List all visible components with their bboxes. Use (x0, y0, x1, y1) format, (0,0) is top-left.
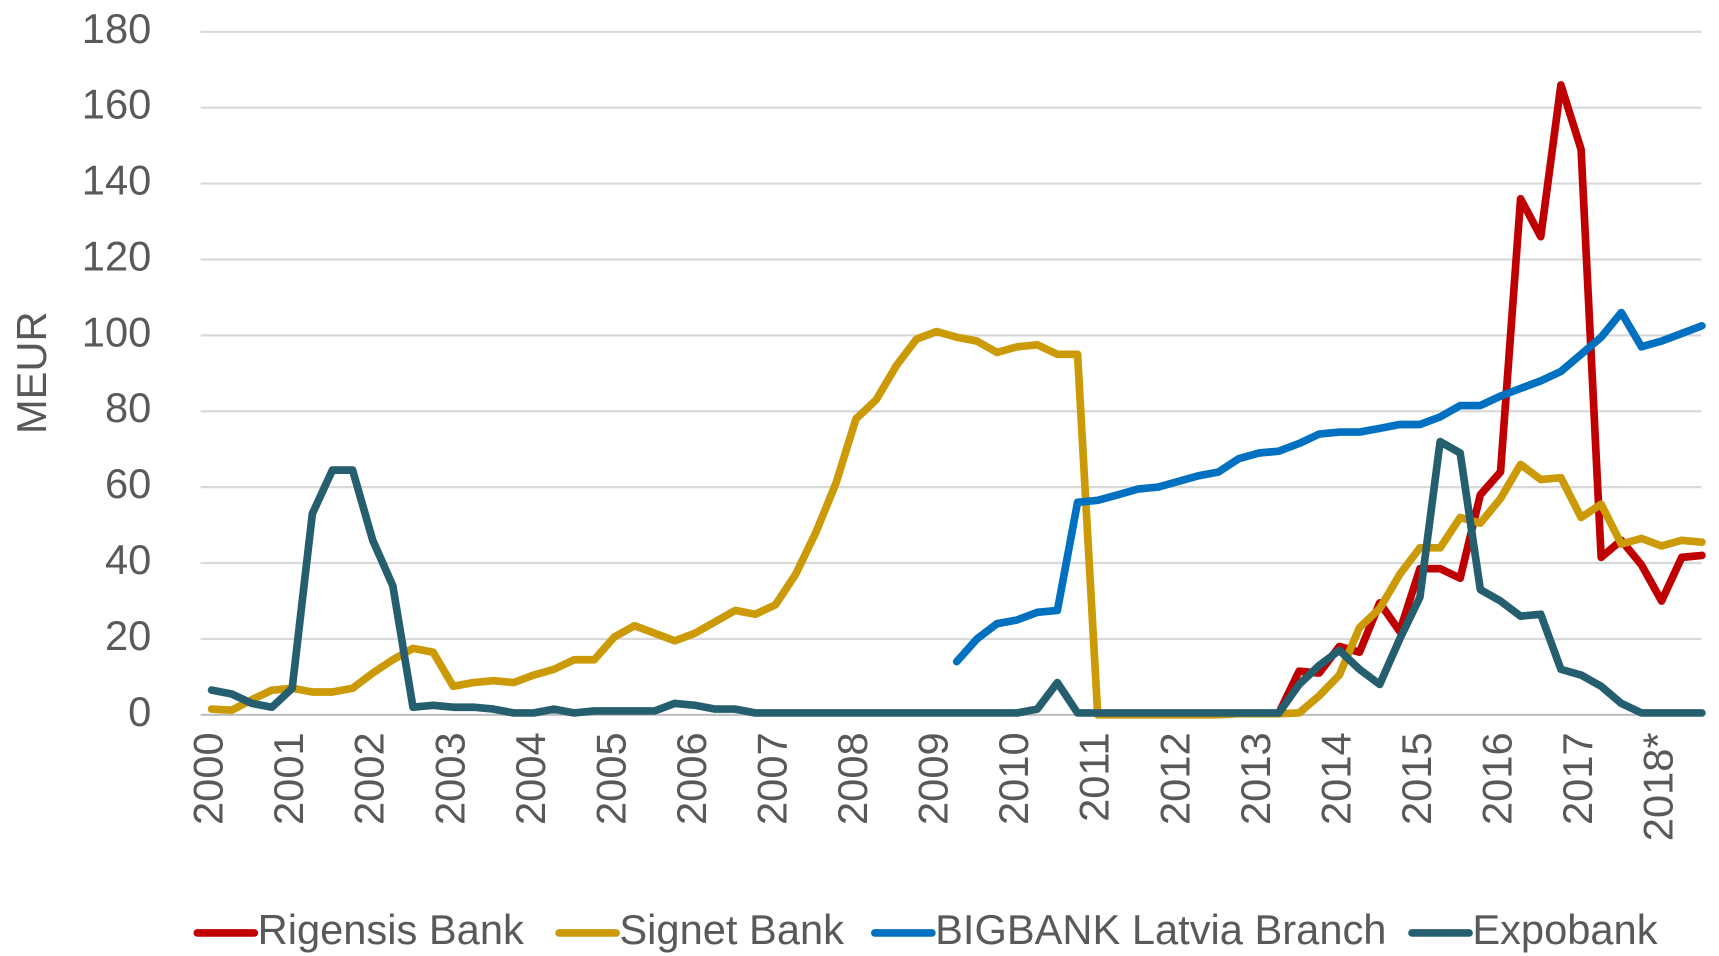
legend-label: Expobank (1472, 906, 1657, 953)
y-tick-label: 140 (82, 157, 151, 204)
y-tick-label: 120 (82, 232, 151, 279)
line-series (952, 308, 1706, 666)
y-tick-label: 100 (82, 308, 151, 355)
x-tick-label: 2003 (426, 732, 473, 825)
line-series (207, 437, 1706, 717)
y-tick-label: 20 (105, 612, 151, 659)
y-tick-label: 180 (82, 5, 151, 52)
x-tick-label: 2018* (1635, 732, 1682, 841)
x-tick-label: 2005 (587, 732, 634, 825)
x-tick-label: 2006 (668, 732, 715, 825)
legend-label: Rigensis Bank (258, 906, 524, 953)
y-tick-label: 80 (105, 384, 151, 431)
legend-label: Signet Bank (619, 906, 844, 953)
x-tick-label: 2017 (1554, 732, 1601, 825)
x-tick-label: 2000 (185, 732, 232, 825)
x-tick-label: 2007 (748, 732, 795, 825)
y-tick-label: 160 (82, 81, 151, 128)
y-tick-label: 0 (128, 688, 151, 735)
x-tick-label: 2015 (1393, 732, 1440, 825)
legend-label: BIGBANK Latvia Branch (935, 906, 1386, 953)
x-tick-label: 2011 (1071, 732, 1118, 822)
x-tick-label: 2008 (829, 732, 876, 825)
x-tick-label: 2010 (990, 732, 1037, 825)
x-tick-label: 2001 (265, 732, 312, 825)
x-tick-label: 2012 (1151, 732, 1198, 825)
x-tick-label: 2016 (1473, 732, 1520, 825)
y-axis-label: MEUR (8, 311, 55, 434)
line-series (207, 327, 1706, 719)
x-tick-label: 2004 (507, 732, 554, 825)
y-tick-label: 40 (105, 536, 151, 583)
y-tick-label: 60 (105, 460, 151, 507)
x-tick-label: 2002 (346, 732, 393, 825)
x-tick-label: 2009 (910, 732, 957, 825)
x-tick-label: 2013 (1232, 732, 1279, 825)
x-tick-label: 2014 (1312, 732, 1359, 825)
